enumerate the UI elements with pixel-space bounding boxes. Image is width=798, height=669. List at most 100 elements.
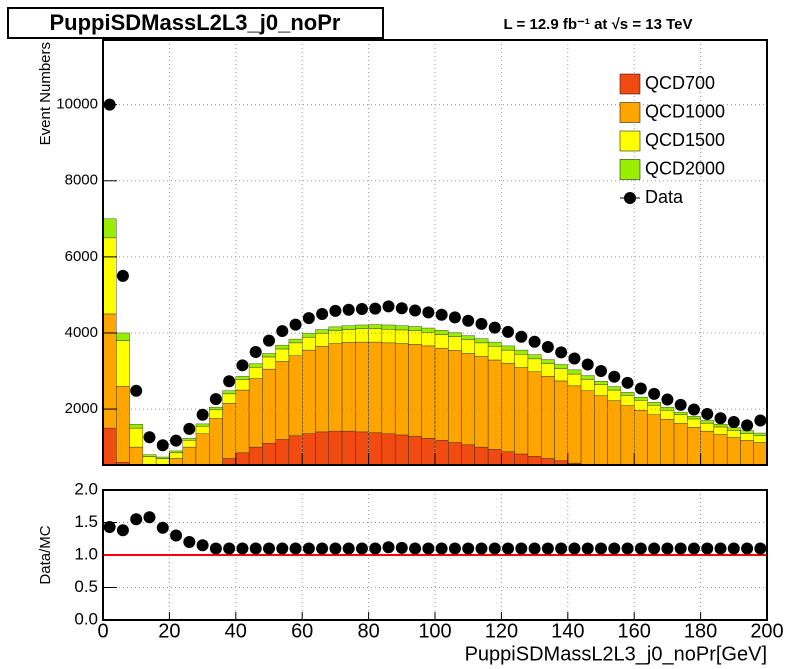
histogram-bar <box>461 339 476 354</box>
y-tick-label: 6000 <box>65 248 98 265</box>
histogram-bar <box>315 346 329 433</box>
ratio-point <box>528 542 541 555</box>
histogram-bar <box>700 430 715 465</box>
histogram-bar <box>740 482 753 485</box>
ratio-point <box>342 542 355 555</box>
histogram-bar <box>288 435 303 465</box>
histogram-bar <box>183 479 196 485</box>
histogram-bar <box>660 410 675 420</box>
histogram-bar <box>275 348 290 362</box>
ratio-point <box>475 542 488 555</box>
data-point <box>435 308 448 321</box>
data-point <box>409 304 422 317</box>
histogram-bar <box>209 409 223 419</box>
chart-title: PuppiSDMassL2L3_j0_noPr <box>50 10 341 35</box>
histogram-bar <box>647 475 660 485</box>
y-tick-label: 0.0 <box>74 609 98 628</box>
data-point <box>263 334 275 347</box>
histogram-bar <box>567 462 582 465</box>
data-point <box>727 416 740 429</box>
histogram-bar <box>248 363 263 368</box>
data-point <box>369 302 382 315</box>
data-point <box>502 325 515 338</box>
y-tick-label: 8000 <box>65 172 98 189</box>
histogram-bar <box>195 433 210 465</box>
ratio-point <box>581 542 594 555</box>
ratio-point <box>555 542 568 555</box>
histogram-bar <box>394 434 409 465</box>
ratio-point <box>263 542 275 555</box>
histogram-bar <box>196 474 209 485</box>
histogram-bar <box>527 371 542 457</box>
histogram-bar <box>408 326 422 331</box>
histogram-bar <box>448 332 462 337</box>
histogram-bar <box>103 313 117 429</box>
histogram-bar <box>328 343 343 432</box>
histogram-bar <box>607 389 622 401</box>
histogram-bar <box>634 473 647 485</box>
histogram-bar <box>103 218 117 239</box>
histogram-bar <box>501 451 515 465</box>
histogram-bar <box>235 379 250 391</box>
histogram-bar <box>155 456 170 459</box>
histogram-bar <box>580 390 595 465</box>
histogram-bar <box>594 381 608 385</box>
histogram-bar <box>487 449 502 465</box>
histogram-bar <box>155 458 170 465</box>
histogram-bar <box>753 432 767 436</box>
ratio-point <box>355 542 368 555</box>
data-point <box>143 431 156 444</box>
histogram-bar <box>315 431 329 465</box>
histogram-bar <box>754 483 767 485</box>
data-point <box>130 384 143 397</box>
histogram-bar <box>527 358 542 372</box>
histogram-bar <box>434 347 449 441</box>
x-tick-label: 20 <box>158 620 180 642</box>
ratio-point <box>448 542 461 555</box>
ratio-point <box>621 542 634 555</box>
data-point <box>621 376 634 389</box>
x-tick-label: 160 <box>618 620 651 642</box>
histogram-bar <box>288 355 303 436</box>
x-tick-label: 60 <box>291 620 313 642</box>
data-point <box>634 382 647 395</box>
histogram-bar <box>701 480 714 485</box>
title-box <box>7 7 384 39</box>
ratio-point <box>249 542 262 555</box>
legend-swatch <box>619 73 641 95</box>
ratio-point <box>714 542 727 555</box>
x-tick-label: 140 <box>551 620 584 642</box>
histogram-bar <box>209 406 223 411</box>
histogram-bar <box>474 342 489 357</box>
data-point <box>422 306 435 319</box>
histogram-bar <box>726 430 741 438</box>
histogram-bar <box>381 433 396 465</box>
histogram-bar <box>514 349 529 355</box>
ratio-point <box>103 521 116 534</box>
histogram-bar <box>594 468 607 486</box>
ratio-point <box>595 542 607 555</box>
data-point <box>528 335 541 348</box>
histogram-bar <box>408 436 422 465</box>
legend-swatch <box>619 130 641 152</box>
histogram-bar <box>222 390 237 395</box>
histogram-bar <box>421 327 436 333</box>
histogram-bar <box>594 395 608 465</box>
histogram-bar <box>182 446 197 465</box>
histogram-bar <box>527 354 542 360</box>
legend-label: QCD700 <box>645 73 715 93</box>
histogram-bar <box>581 465 594 485</box>
histogram-bar <box>315 329 329 334</box>
histogram-bar <box>302 349 316 435</box>
histogram-bar <box>567 385 582 464</box>
y-tick-label: 2.0 <box>74 479 98 498</box>
histogram-bar <box>355 341 369 433</box>
histogram-bar <box>661 476 674 485</box>
histogram-bar <box>235 389 250 454</box>
data-point <box>395 302 408 315</box>
histogram-bar <box>620 405 635 465</box>
x-axis-title: PuppiSDMassL2L3_j0_noPr[GeV] <box>465 643 767 665</box>
histogram-bar <box>143 484 156 485</box>
legend-label: QCD2000 <box>645 158 725 178</box>
